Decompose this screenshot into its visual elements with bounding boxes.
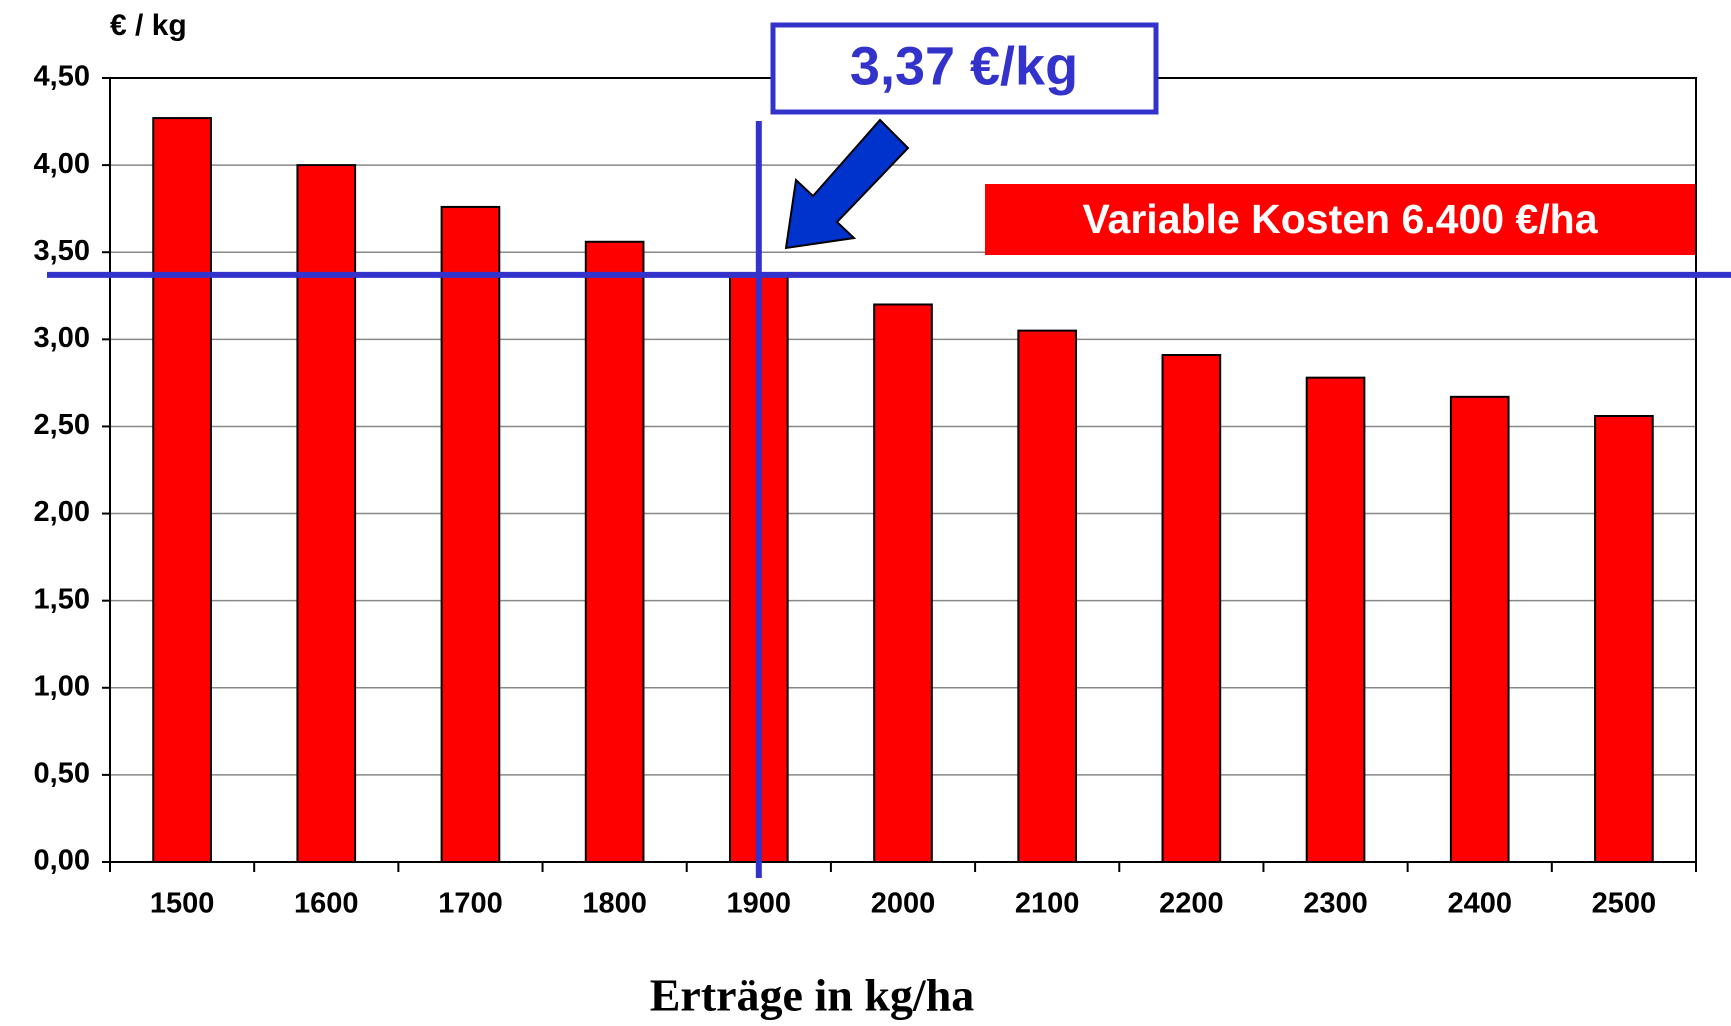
bar [1305, 376, 1366, 863]
y-tick-label: 2,50 [34, 409, 90, 441]
bar [440, 205, 501, 863]
x-tick-label: 1700 [438, 888, 503, 920]
y-tick-label: 3,50 [34, 235, 90, 267]
bar [584, 240, 645, 864]
x-tick-label: 2500 [1592, 888, 1657, 920]
x-tick-label: 2400 [1447, 888, 1512, 920]
y-tick-label: 1,50 [34, 583, 90, 615]
x-axis-label: Erträge in kg/ha [650, 970, 975, 1021]
y-tick-label: 1,00 [34, 670, 90, 702]
bar [1594, 414, 1654, 863]
x-tick-label: 1500 [150, 888, 215, 920]
arrow [784, 118, 910, 250]
y-tick-label: 4,00 [34, 148, 90, 180]
x-tick-label: 2100 [1015, 888, 1080, 920]
annotation-box [985, 184, 1695, 255]
y-tick-label: 0,50 [34, 758, 90, 790]
bar [873, 303, 933, 863]
x-tick-label: 1600 [294, 888, 359, 920]
y-tick-label: 4,50 [34, 61, 90, 93]
annotation: Variable Kosten 6.400 €/ha [1082, 196, 1598, 242]
bar [296, 164, 357, 864]
y-tick-label: 3,00 [34, 322, 90, 354]
bar [152, 117, 212, 864]
bar [1449, 395, 1510, 863]
x-tick-label: 2000 [871, 888, 936, 920]
x-tick-label: 1900 [727, 888, 792, 920]
reference-label: 3,37 €/kg [850, 36, 1078, 96]
x-tick-label: 2200 [1159, 888, 1224, 920]
x-tick-label: 1800 [582, 888, 647, 920]
bar [1017, 329, 1078, 864]
y-tick-label: 2,00 [34, 496, 90, 528]
y-tick-label: 0,00 [34, 845, 90, 877]
x-tick-label: 2300 [1303, 888, 1368, 920]
bar [1161, 354, 1222, 863]
reference-box [770, 22, 1159, 115]
y-axis-label: € / kg [110, 9, 187, 42]
